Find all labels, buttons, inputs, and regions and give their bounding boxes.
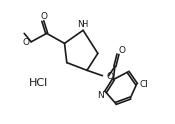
Text: O: O (106, 72, 113, 81)
Text: O: O (118, 46, 125, 55)
Text: N: N (77, 20, 84, 29)
Text: O: O (41, 12, 48, 21)
Text: Cl: Cl (140, 80, 149, 89)
Text: N: N (97, 91, 104, 100)
Text: O: O (23, 38, 30, 47)
Text: H: H (82, 20, 88, 29)
Text: HCl: HCl (29, 78, 48, 88)
